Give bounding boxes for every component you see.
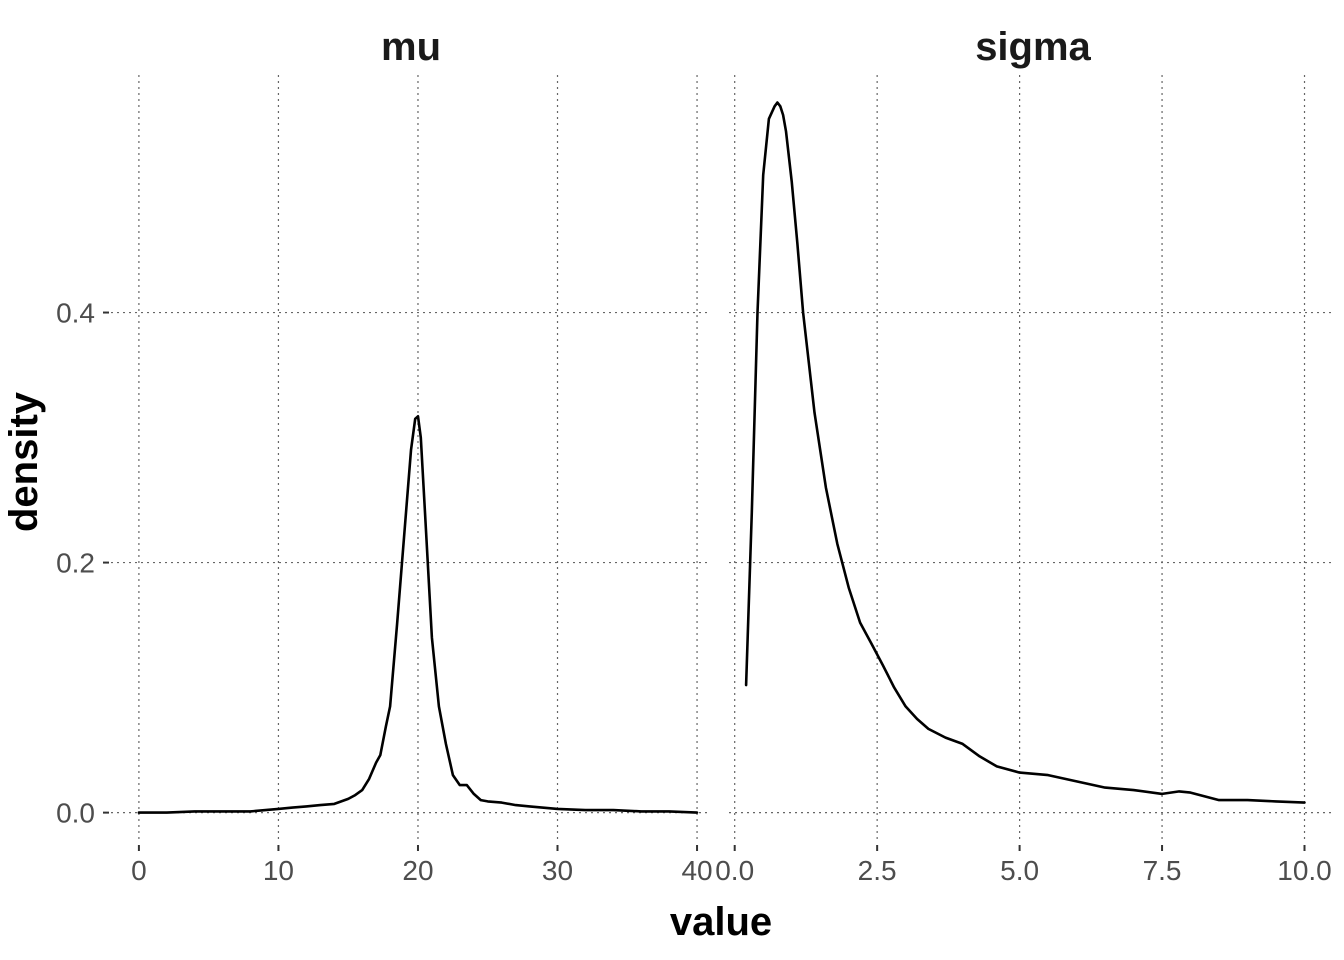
facet-panel-mu: mu 0.0 0.2 0.4 0 10 20 30 40	[56, 25, 713, 886]
x-tick-label-2.5: 2.5	[858, 855, 897, 886]
y-tick-label-0.2: 0.2	[56, 548, 95, 579]
density-line-sigma	[744, 101, 1306, 804]
panel-sigma-grid	[729, 75, 1333, 842]
x-axis-title: value	[670, 900, 772, 944]
y-tick-label-0.0: 0.0	[56, 798, 95, 829]
facet-panel-sigma: sigma 0.0 2.5 5.0 7.5 10.0	[715, 25, 1333, 886]
facet-title-mu: mu	[381, 25, 441, 69]
y-axis-title: density	[2, 391, 46, 532]
y-tick-label-0.4: 0.4	[56, 298, 95, 329]
panel-mu-x-ticks: 0 10 20 30 40	[131, 845, 713, 886]
density-line-mu	[137, 415, 699, 814]
x-tick-label-20: 20	[402, 855, 433, 886]
x-tick-label-5.0: 5.0	[1000, 855, 1039, 886]
x-tick-label-40: 40	[681, 855, 712, 886]
panel-sigma-x-ticks: 0.0 2.5 5.0 7.5 10.0	[715, 845, 1332, 886]
x-tick-label-0: 0	[131, 855, 147, 886]
panel-mu-y-ticks: 0.0 0.2 0.4	[56, 298, 109, 829]
x-tick-label-0.0: 0.0	[715, 855, 754, 886]
panel-mu-series	[137, 415, 699, 814]
x-tick-label-10: 10	[263, 855, 294, 886]
x-tick-label-7.5: 7.5	[1143, 855, 1182, 886]
facet-title-sigma: sigma	[975, 25, 1091, 69]
panel-mu-grid	[111, 75, 711, 842]
x-tick-label-30: 30	[542, 855, 573, 886]
x-tick-label-10.0: 10.0	[1277, 855, 1332, 886]
panel-sigma-series	[744, 101, 1306, 804]
